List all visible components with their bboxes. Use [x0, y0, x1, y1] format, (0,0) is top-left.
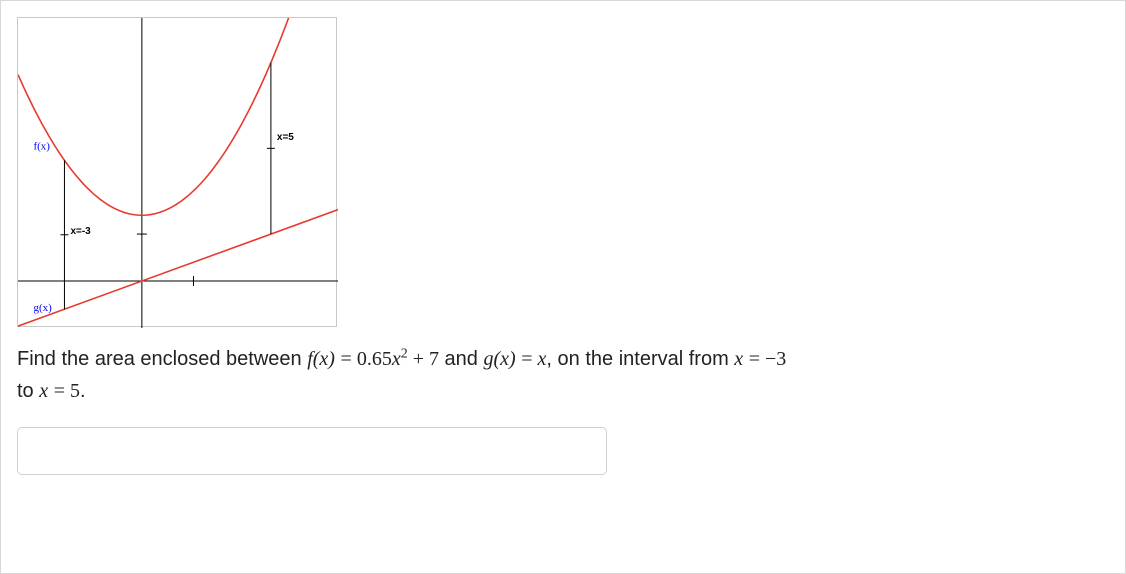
q-tail2: to — [17, 380, 39, 402]
f-lhs: f(x) — [307, 348, 335, 370]
question-text: Find the area enclosed between f(x) = 0.… — [17, 343, 1109, 407]
eq2: = — [521, 348, 537, 370]
f-rhs-tail: + 7 — [408, 348, 439, 370]
answer-input[interactable] — [17, 427, 607, 475]
q-period: . — [80, 380, 86, 402]
eq1: = — [341, 348, 357, 370]
eq4: = — [54, 380, 70, 402]
f-label: f(x) — [33, 141, 50, 153]
g-label: g(x) — [33, 302, 52, 314]
f-rhs-coef: 0.65 — [357, 348, 392, 370]
eq3: = — [749, 348, 765, 370]
from-val: −3 — [765, 348, 786, 370]
f-rhs-exp: 2 — [401, 346, 408, 361]
q-mid: and — [445, 348, 484, 370]
q-tail1: , on the interval from — [546, 348, 734, 370]
to-var: x — [39, 380, 48, 402]
question-card: x=-3x=5f(x)g(x) Find the area enclosed b… — [0, 0, 1126, 574]
g-lhs: g(x) — [483, 348, 515, 370]
to-val: 5 — [70, 380, 80, 402]
graph: x=-3 x=5 f(x) g(x) — [17, 17, 337, 327]
q-prefix: Find the area enclosed between — [17, 348, 307, 370]
vertical-label: x=-3 — [70, 226, 91, 237]
vertical-label: x=5 — [277, 132, 294, 143]
graph-svg: x=-3 x=5 f(x) g(x) — [18, 18, 338, 328]
from-var: x — [734, 348, 743, 370]
f-rhs-var: x — [392, 348, 401, 370]
